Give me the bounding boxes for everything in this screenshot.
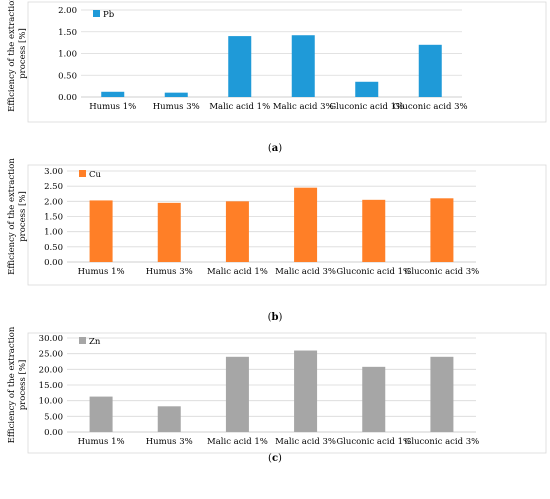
bar-cu-2 [157, 202, 181, 262]
panel-caption: (b) [268, 312, 283, 323]
x-tick-label: Gluconic acid 3% [405, 267, 480, 277]
bar-pb-4 [291, 35, 315, 97]
x-tick-label: Gluconic acid 1% [336, 437, 411, 447]
panel-frame [27, 164, 547, 286]
panel-frame [27, 332, 547, 454]
bar-zn-4 [294, 350, 318, 432]
bar-cu-1 [89, 200, 113, 262]
bar-pb-2 [164, 92, 188, 97]
y-tick-label: 10.00 [39, 397, 63, 407]
bar-zn-3 [225, 356, 249, 432]
x-tick-label: Malic acid 3% [275, 437, 336, 447]
x-tick-label: Humus 1% [89, 102, 136, 112]
y-tick-label: 5.00 [44, 412, 63, 422]
legend-label: Cu [89, 170, 102, 180]
bar-zn-6 [430, 356, 454, 432]
y-axis-label: Efficiency of the extractionprocess [%] [7, 158, 28, 275]
bar-cu-6 [430, 198, 454, 262]
bar-zn-1 [89, 396, 113, 432]
y-tick-label: 3.00 [44, 167, 63, 177]
x-tick-label: Humus 3% [146, 267, 193, 277]
y-axis-label: Efficiency of the extractionprocess [%] [7, 326, 28, 443]
chart-panel-a: 0.00 0.50 1.00 1.50 2.00 Efficiency of the ex… [7, 0, 547, 154]
panel-frame [27, 1, 547, 123]
bar-cu-5 [362, 199, 386, 262]
x-tick-label: Gluconic acid 3% [393, 102, 468, 112]
x-tick-label: Malic acid 3% [275, 267, 336, 277]
x-tick-label: Malic acid 1% [207, 267, 268, 277]
x-tick-label: Gluconic acid 1% [329, 102, 404, 112]
y-tick-label: 1.00 [58, 50, 77, 60]
y-tick-label: 1.00 [44, 228, 63, 238]
x-tick-label: Malic acid 1% [209, 102, 270, 112]
y-tick-label: 0.50 [58, 71, 77, 81]
chart-panel-c: 0.00 5.00 10.00 15.00 20.00 25.00 30.00 Efficie… [7, 326, 547, 464]
y-axis-label: Efficiency of the extractionprocess [%] [7, 0, 28, 112]
y-tick-label: 2.00 [44, 197, 63, 207]
panel-caption: (a) [268, 143, 282, 154]
bar-pb-6 [418, 44, 442, 97]
x-tick-label: Humus 1% [78, 437, 125, 447]
y-tick-label: 25.00 [39, 350, 63, 360]
y-tick-label: 20.00 [39, 365, 63, 375]
bar-pb-5 [355, 81, 379, 97]
x-tick-label: Humus 1% [78, 267, 125, 277]
bar-zn-2 [157, 406, 181, 432]
legend-swatch [93, 10, 100, 17]
y-tick-label: 2.00 [58, 6, 77, 16]
legend-swatch [79, 170, 86, 177]
y-tick-label: 1.50 [58, 28, 77, 38]
y-tick-label: 30.00 [39, 334, 63, 344]
x-tick-label: Humus 3% [153, 102, 200, 112]
legend-label: Zn [89, 337, 101, 347]
x-tick-label: Malic acid 3% [273, 102, 334, 112]
legend-swatch [79, 337, 86, 344]
y-tick-label: 0.50 [44, 243, 63, 253]
x-tick-label: Humus 3% [146, 437, 193, 447]
y-tick-label: 0.00 [44, 258, 63, 268]
y-tick-label: 2.50 [44, 182, 63, 192]
legend-label: Pb [103, 10, 115, 20]
bar-zn-5 [362, 366, 386, 432]
y-tick-label: 0.00 [58, 93, 77, 103]
bar-pb-1 [101, 91, 125, 97]
x-tick-label: Gluconic acid 1% [336, 267, 411, 277]
x-tick-label: Malic acid 1% [207, 437, 268, 447]
y-tick-label: 0.00 [44, 428, 63, 438]
y-tick-label: 15.00 [39, 381, 63, 391]
y-tick-label: 1.50 [44, 213, 63, 223]
chart-panel-b: 0.00 0.50 1.00 1.50 2.00 2.50 3.00 Efficiency o… [7, 158, 547, 323]
bar-cu-4 [294, 187, 318, 262]
x-tick-label: Gluconic acid 3% [405, 437, 480, 447]
bar-cu-3 [225, 201, 249, 262]
bar-pb-3 [228, 36, 252, 97]
panel-caption: (c) [268, 453, 282, 464]
